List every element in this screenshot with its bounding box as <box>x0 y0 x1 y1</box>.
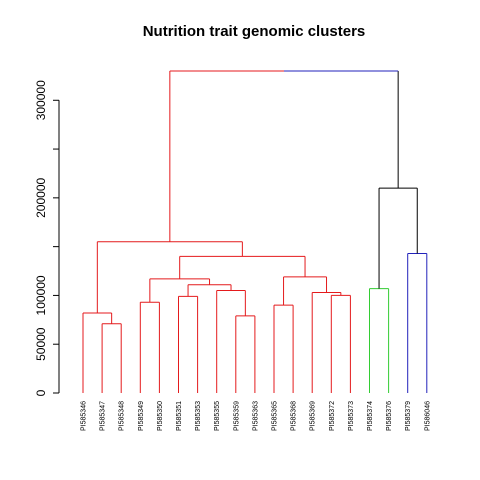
leaf-label: PI585359 <box>233 401 240 431</box>
leaf-label: PI585372 <box>329 401 336 431</box>
leaf-label: PI585369 <box>310 401 317 431</box>
y-tick-label: 300000 <box>34 80 48 120</box>
y-tick-label: 200000 <box>34 178 48 218</box>
leaf-label: PI585379 <box>405 401 412 431</box>
leaf-label: PI585376 <box>386 401 393 431</box>
chart-title: Nutrition trait genomic clusters <box>143 23 366 40</box>
leaf-label: PI585374 <box>367 401 374 431</box>
leaf-label: PI586046 <box>424 401 431 431</box>
leaf-label: PI585349 <box>138 401 145 431</box>
leaf-label: PI585351 <box>176 401 183 431</box>
y-axis: 0 50000 100000 200000 300000 <box>34 80 60 396</box>
leaf-label: PI585353 <box>195 401 202 431</box>
leaf-label: PI585363 <box>252 401 259 431</box>
leaf-label: PI585355 <box>214 401 221 431</box>
leaf-label: PI585347 <box>100 401 107 431</box>
leaf-label: PI585365 <box>272 401 279 431</box>
leaf-label: PI585350 <box>157 401 164 431</box>
leaf-label: PI585373 <box>348 401 355 431</box>
y-tick-label: 50000 <box>34 327 48 361</box>
dendrogram-links <box>82 70 428 393</box>
y-tick-label: 100000 <box>34 275 48 315</box>
leaf-label: PI585346 <box>81 401 88 431</box>
leaf-label: PI585368 <box>291 401 298 431</box>
y-tick-label: 0 <box>34 389 48 396</box>
leaf-labels: PI585346 PI585347 PI585348 PI585349 PI585350… <box>81 401 432 431</box>
leaf-label: PI585348 <box>119 401 126 431</box>
